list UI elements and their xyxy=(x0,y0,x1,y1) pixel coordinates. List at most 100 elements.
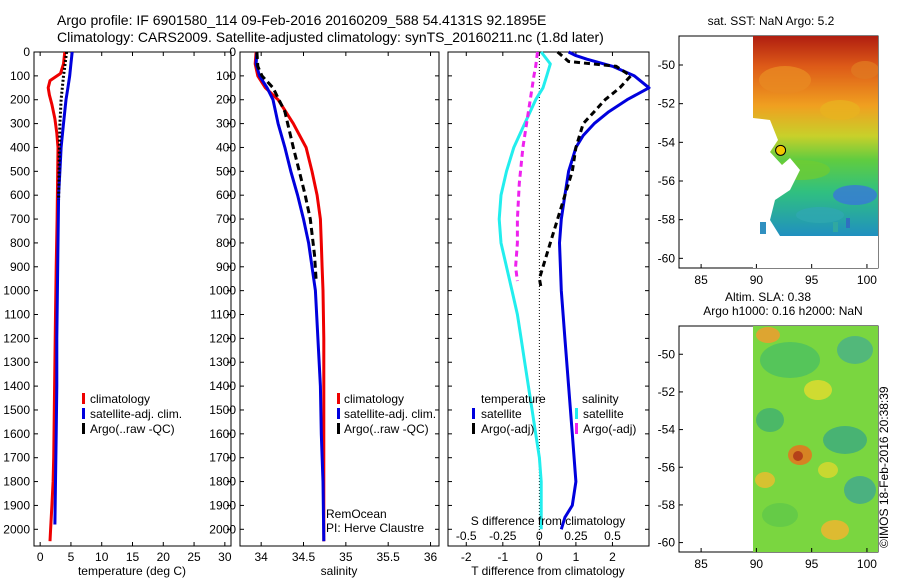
y-tick-label: 1000 xyxy=(3,284,30,298)
y-tick-label: 1600 xyxy=(209,427,236,441)
sla-field xyxy=(753,326,878,552)
y-tick-label: 1100 xyxy=(4,308,30,322)
sla-patch xyxy=(844,476,876,504)
map-x-tick-label: 85 xyxy=(694,273,708,287)
series-line-satellite-adj-clim xyxy=(53,51,74,525)
y-tick-label: 1800 xyxy=(209,475,236,489)
temperature-series-lines xyxy=(46,51,74,542)
temperature-legend: climatology satellite-adj. clim. Argo(..… xyxy=(82,392,182,436)
salinity-legend: climatology satellite-adj. clim. Argo(..… xyxy=(337,392,436,436)
top-x-tick-label: -0.25 xyxy=(489,529,517,543)
y-tick-label: 1700 xyxy=(3,451,30,465)
map-y-tick-label: -52 xyxy=(658,97,676,111)
series-line-climatology xyxy=(46,51,67,542)
salinity-legend-swatch-satellite xyxy=(337,408,340,419)
x-tick-label: 1 xyxy=(573,550,580,564)
difference-top-x-label: S difference from climatology xyxy=(471,514,626,528)
difference-legend-swatch-t-argo xyxy=(472,423,475,434)
salinity-series-lines xyxy=(253,51,326,542)
top-x-tick-label: 0.25 xyxy=(564,529,588,543)
map-x-tick-label: 95 xyxy=(805,273,819,287)
temperature-panel: 0100200300400500600700800900100011001200… xyxy=(3,45,232,578)
x-tick-label: 0 xyxy=(37,550,44,564)
difference-legend-swatch-s-satellite xyxy=(575,408,578,419)
difference-legend-s-satellite: satellite xyxy=(583,407,624,421)
x-tick-label: 2 xyxy=(609,550,616,564)
x-tick-label: 0 xyxy=(536,550,543,564)
salinity-panel: 0 100 200 300 400 500 600 700 800 900 1000 1100 1200… xyxy=(209,45,440,578)
y-tick-label: 600 xyxy=(216,188,236,202)
map-x-tick-label: 90 xyxy=(750,273,764,287)
y-tick-label: 2000 xyxy=(209,522,236,536)
top-x-tick-label: 0 xyxy=(536,529,543,543)
sla-patch xyxy=(755,472,775,488)
map-x-tick-label: 90 xyxy=(750,557,764,571)
temperature-axes-frame xyxy=(33,51,232,547)
temperature-legend-argo: Argo(..raw -QC) xyxy=(90,422,175,436)
sla-map-panel: Altim. SLA: 0.38 Argo h1000: 0.16 h2000:… xyxy=(658,290,879,571)
sst-cold-patch xyxy=(833,185,877,205)
sla-patch xyxy=(821,520,849,540)
salinity-x-ticks: 34 34.5 35 35.5 36 xyxy=(254,52,438,564)
y-tick-label: 400 xyxy=(216,140,236,154)
sla-map-y-ticks: -50 -52 -54 -56 -58 -60 xyxy=(658,347,683,550)
sla-patch xyxy=(762,503,798,527)
y-tick-label: 100 xyxy=(216,69,236,83)
map-y-tick-label: -58 xyxy=(658,498,676,512)
salinity-legend-swatch-argo xyxy=(337,423,340,434)
sla-patch xyxy=(756,408,784,432)
x-tick-label: 35 xyxy=(339,550,353,564)
difference-legend-header-temperature: temperature xyxy=(481,392,546,406)
difference-x-ticks: -2 -1 0 1 2 xyxy=(461,52,616,564)
difference-top-x-ticks: -0.5 -0.25 0 0.25 0.5 xyxy=(456,529,621,543)
temperature-x-label: temperature (deg C) xyxy=(78,564,186,578)
y-tick-label: 1200 xyxy=(3,331,30,345)
map-y-tick-label: -54 xyxy=(658,423,676,437)
y-tick-label: 700 xyxy=(10,212,30,226)
temperature-legend-swatch-argo xyxy=(82,423,85,434)
salinity-axes-frame xyxy=(239,51,440,547)
y-tick-label: 1300 xyxy=(209,355,236,369)
y-tick-label: 1800 xyxy=(3,475,30,489)
sla-patch xyxy=(818,462,838,478)
salinity-y-ticks: 0 100 200 300 400 500 600 700 800 900 1000 1100 1200… xyxy=(209,45,439,536)
y-tick-label: 300 xyxy=(10,117,30,131)
series-line-satellite-adj-clim xyxy=(254,51,326,542)
difference-y-ticks xyxy=(448,51,649,530)
temperature-y-ticks: 0 100 200 300 400 500 600 700 800 900 1000 1100 1200… xyxy=(3,45,231,536)
series-line-argo-raw-qc xyxy=(255,51,318,282)
series-line-t-satellite xyxy=(558,50,651,530)
sst-pixel xyxy=(760,222,766,234)
y-tick-label: 1900 xyxy=(209,498,236,512)
difference-x-label: T difference from climatology xyxy=(471,564,625,578)
map-x-tick-label: 100 xyxy=(857,273,877,287)
difference-legend-header-salinity: salinity xyxy=(582,392,619,406)
salinity-legend-swatch-climatology xyxy=(337,393,340,404)
x-tick-label: 15 xyxy=(126,550,140,564)
sst-field xyxy=(753,36,878,268)
sst-map-panel: sat. SST: NaN Argo: 5.2 85 90 95 100 -50 -52… xyxy=(658,14,879,287)
x-tick-label: 10 xyxy=(95,550,109,564)
series-line-argo-raw-qc xyxy=(57,51,69,201)
map-y-tick-label: -60 xyxy=(658,536,676,550)
top-x-tick-label: -0.5 xyxy=(456,529,477,543)
difference-legend-s-argo: Argo(-adj) xyxy=(583,422,636,436)
x-tick-label: 25 xyxy=(187,550,201,564)
map-y-tick-label: -50 xyxy=(658,347,676,361)
y-tick-label: 300 xyxy=(216,117,236,131)
y-tick-label: 1400 xyxy=(209,379,236,393)
difference-series-lines xyxy=(497,50,651,530)
sst-missing-data xyxy=(753,236,878,268)
salinity-x-label: salinity xyxy=(321,564,358,578)
difference-axes-frame xyxy=(447,51,650,547)
sst-cloud-gap xyxy=(753,118,800,236)
sst-map-y-ticks: -50 -52 -54 -56 -58 -60 xyxy=(658,58,683,265)
argo-location-marker xyxy=(775,144,787,156)
map-y-tick-label: -54 xyxy=(658,135,676,149)
map-y-tick-label: -56 xyxy=(658,174,676,188)
difference-panel: -2 -1 0 1 2 S difference from climatology -0… xyxy=(447,50,651,578)
map-y-tick-label: -60 xyxy=(658,251,676,265)
salinity-annotation-project: RemOcean xyxy=(326,507,387,521)
imos-watermark: ©IMOS 18-Feb-2016 20:38:39 xyxy=(877,386,891,548)
top-x-tick-label: 0.5 xyxy=(604,529,621,543)
